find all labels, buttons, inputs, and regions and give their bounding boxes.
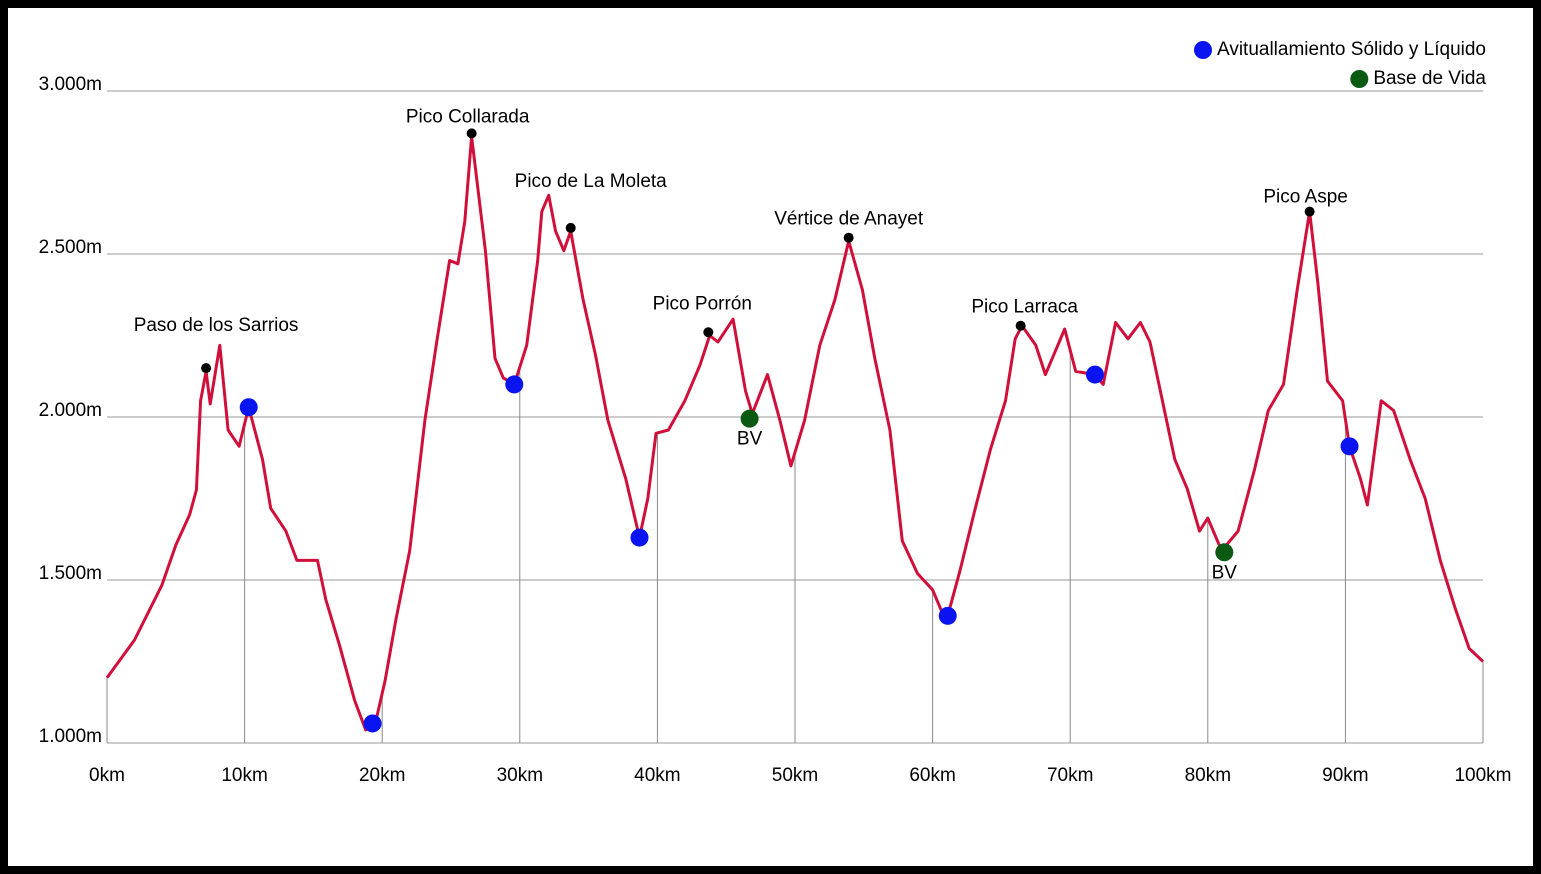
- bv-label: BV: [1212, 562, 1238, 583]
- x-tick-label: 60km: [909, 765, 955, 786]
- aid-station: [239, 398, 258, 417]
- legend-swatch: [1350, 70, 1369, 88]
- peak-marker: [466, 128, 477, 139]
- y-tick-label: 2.000m: [39, 400, 102, 421]
- peak-marker: [703, 327, 714, 338]
- x-tick-label: 0km: [89, 765, 125, 786]
- peak-label: Pico de La Moleta: [515, 171, 668, 192]
- x-tick-label: 40km: [634, 765, 680, 786]
- y-tick-label: 1.000m: [39, 726, 102, 747]
- background: [8, 8, 1533, 866]
- x-tick-label: 20km: [359, 765, 405, 786]
- x-tick-label: 70km: [1047, 765, 1093, 786]
- peak-label: Pico Collarada: [406, 106, 530, 127]
- x-tick-label: 80km: [1185, 765, 1231, 786]
- x-tick-label: 100km: [1454, 765, 1511, 786]
- y-tick-label: 3.000m: [39, 74, 102, 95]
- peak-marker: [565, 222, 576, 233]
- base-de-vida: [740, 409, 759, 428]
- y-tick-label: 1.500m: [39, 563, 102, 584]
- legend-label: Avituallamiento Sólido y Líquido: [1217, 39, 1486, 60]
- aid-station: [938, 606, 957, 625]
- peak-label: Paso de los Sarrios: [134, 315, 299, 336]
- peak-label: Pico Larraca: [971, 297, 1078, 318]
- y-tick-label: 2.500m: [39, 237, 102, 258]
- peak-marker: [1304, 206, 1315, 217]
- x-tick-label: 90km: [1322, 765, 1368, 786]
- legend-swatch: [1194, 41, 1212, 59]
- peak-label: Pico Porrón: [653, 293, 752, 314]
- peak-marker: [1015, 320, 1026, 331]
- aid-station: [363, 714, 382, 733]
- x-tick-label: 10km: [221, 765, 267, 786]
- bv-label: BV: [737, 429, 763, 450]
- peak-label: Pico Aspe: [1263, 187, 1348, 208]
- x-tick-label: 50km: [772, 765, 818, 786]
- aid-station: [505, 375, 524, 394]
- peak-marker: [201, 363, 212, 374]
- base-de-vida: [1215, 543, 1234, 562]
- elevation-line: [105, 135, 1485, 732]
- x-tick-label: 30km: [497, 765, 543, 786]
- peak-label: Vértice de Anayet: [774, 209, 924, 230]
- peak-marker: [843, 232, 854, 243]
- aid-station: [630, 528, 649, 547]
- legend-label: Base de Vida: [1373, 68, 1486, 89]
- aid-station: [1340, 437, 1359, 456]
- aid-station: [1085, 365, 1104, 384]
